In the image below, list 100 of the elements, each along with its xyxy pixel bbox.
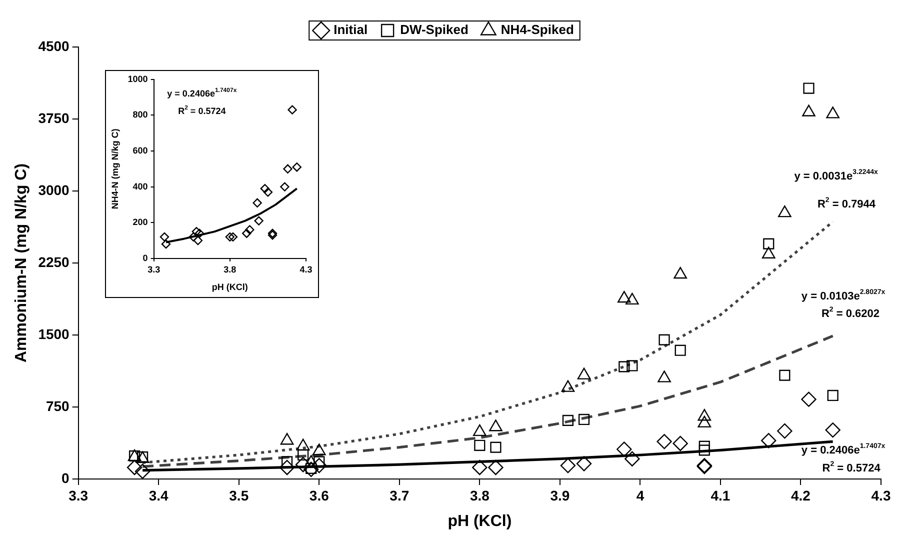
point — [192, 226, 202, 236]
legend-label: Initial — [334, 22, 368, 38]
point — [674, 344, 686, 356]
point — [194, 228, 204, 238]
y-axis-title: NH4-N (mg N/kg C) — [110, 128, 120, 210]
point — [561, 380, 575, 392]
point — [658, 334, 670, 346]
x-tick-label: 4 — [636, 487, 644, 504]
x-tick-label: 4.3 — [871, 487, 891, 504]
x-tick-label: 4.1 — [710, 487, 730, 504]
point — [777, 423, 792, 439]
point — [763, 238, 774, 250]
y-tick-label: 1000 — [128, 74, 148, 84]
point — [698, 409, 712, 421]
point — [617, 290, 631, 303]
x-tick-label: 3.8 — [470, 487, 490, 504]
y-tick-label: 3750 — [38, 110, 70, 126]
point — [761, 433, 776, 448]
y-tick-label: 1500 — [38, 326, 70, 342]
point — [826, 106, 840, 118]
point — [228, 232, 238, 242]
point — [698, 416, 712, 428]
point — [560, 458, 576, 474]
point — [801, 392, 816, 407]
x-tick-label: 3.4 — [148, 487, 169, 504]
x-axis-title: pH (KCl) — [448, 512, 512, 530]
point — [225, 232, 235, 242]
point — [488, 460, 504, 476]
point — [193, 236, 203, 246]
point — [472, 460, 488, 476]
x-tick-label: 4.3 — [300, 264, 312, 274]
point — [616, 442, 632, 457]
point — [626, 360, 638, 372]
y-tick-label: 750 — [46, 398, 70, 414]
y-tick-label: 200 — [132, 217, 148, 228]
point — [674, 266, 687, 279]
y-tick-label: 400 — [132, 181, 148, 192]
point — [762, 246, 776, 258]
point — [672, 436, 688, 452]
point — [260, 184, 270, 194]
point — [134, 464, 150, 479]
x-tick-label: 3.3 — [148, 264, 160, 274]
x-axis-title: pH (KCl) — [212, 282, 248, 292]
point — [242, 228, 252, 238]
x-tick-label: 3.8 — [224, 264, 236, 274]
legend-label: DW-Spiked — [400, 22, 468, 38]
point — [161, 239, 171, 249]
point — [188, 232, 198, 242]
x-tick-label: 3.3 — [68, 487, 88, 504]
point — [295, 457, 311, 472]
point — [263, 188, 273, 197]
point — [626, 292, 639, 305]
point — [280, 182, 290, 192]
point — [252, 198, 262, 208]
point — [126, 460, 142, 476]
point — [312, 458, 327, 474]
point — [618, 361, 630, 372]
y-axis-title: Ammonium-N (mg N/kg C) — [13, 163, 30, 363]
point — [254, 216, 264, 226]
point — [473, 424, 486, 436]
y-tick-label: 0 — [142, 252, 148, 263]
point — [296, 438, 310, 450]
y-tick-label: 0 — [62, 470, 70, 486]
point — [802, 104, 816, 116]
point — [268, 228, 278, 238]
point — [779, 370, 790, 381]
x-tick-label: 4.2 — [791, 487, 811, 504]
point — [312, 444, 326, 456]
point — [245, 225, 254, 234]
point — [279, 460, 295, 476]
point — [825, 422, 840, 438]
y-tick-label: 4500 — [38, 38, 70, 54]
point — [298, 449, 309, 461]
point — [577, 368, 591, 380]
point — [578, 414, 590, 426]
y-tick-label: 600 — [132, 145, 148, 156]
point — [283, 164, 292, 174]
y-tick-label: 800 — [132, 110, 148, 120]
point — [268, 230, 278, 240]
x-tick-label: 3.9 — [550, 487, 570, 504]
point — [280, 433, 294, 445]
point — [658, 370, 671, 382]
point — [656, 434, 672, 450]
point — [562, 414, 574, 426]
x-tick-label: 3.7 — [390, 487, 410, 504]
point — [490, 442, 502, 453]
x-tick-label: 3.6 — [309, 487, 330, 504]
point — [576, 456, 592, 472]
point — [778, 205, 792, 218]
point — [292, 162, 302, 172]
y-tick-label: 2250 — [38, 254, 70, 270]
y-tick-label: 3000 — [38, 182, 70, 198]
point — [474, 440, 486, 451]
point — [624, 451, 640, 466]
x-tick-label: 3.5 — [229, 487, 249, 504]
legend-label: NH4-Spiked — [500, 22, 574, 38]
point — [827, 390, 838, 402]
point — [160, 232, 170, 242]
point — [489, 420, 502, 432]
point — [698, 444, 710, 456]
